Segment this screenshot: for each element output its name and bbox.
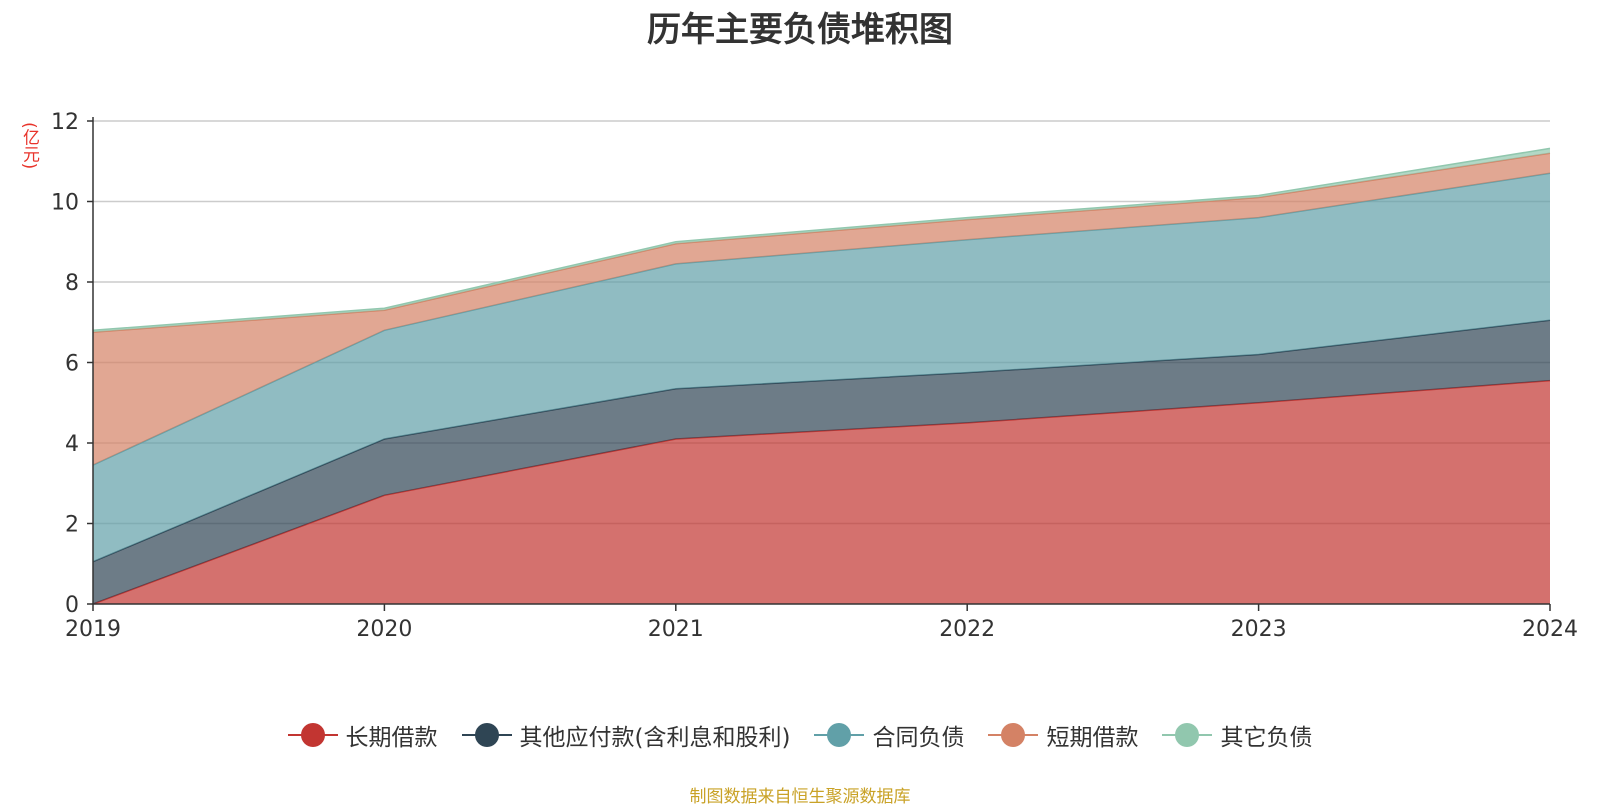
x-tick-label: 2019 bbox=[65, 617, 121, 642]
area-series-1 bbox=[93, 320, 1550, 604]
legend-dot bbox=[1001, 723, 1026, 747]
x-tick-label: 2020 bbox=[356, 617, 412, 642]
series-line-4 bbox=[92, 147, 1551, 332]
legend-label: 长期借款 bbox=[345, 725, 438, 751]
legend-item-2[interactable]: 合同负债 bbox=[814, 718, 964, 752]
legend-item-0[interactable]: 长期借款 bbox=[287, 718, 438, 752]
legend-marker-icon bbox=[988, 723, 1039, 747]
legend-label: 合同负债 bbox=[872, 725, 965, 751]
x-tick-label: 2024 bbox=[1522, 617, 1578, 642]
y-tick-label: 10 bbox=[51, 191, 79, 216]
legend-label: 其它负债 bbox=[1220, 725, 1313, 751]
y-tick-label: 6 bbox=[65, 352, 79, 377]
x-tick-label: 2022 bbox=[939, 617, 995, 642]
y-tick-label: 4 bbox=[65, 432, 79, 457]
y-tick-label: 12 bbox=[51, 110, 79, 135]
legend-marker-icon bbox=[1162, 723, 1213, 747]
y-axis-unit-label: (亿元) bbox=[19, 122, 39, 170]
source-note: 制图数据来自恒生聚源数据库 bbox=[689, 787, 911, 807]
y-tick-label: 8 bbox=[65, 271, 79, 296]
stacked-areas bbox=[92, 147, 1551, 605]
legend-item-3[interactable]: 短期借款 bbox=[988, 718, 1138, 752]
legend-marker-icon bbox=[461, 723, 512, 747]
legend-item-4[interactable]: 其它负债 bbox=[1162, 718, 1312, 752]
area-series-0 bbox=[93, 380, 1550, 604]
legend-dot bbox=[827, 723, 852, 747]
legend-dot bbox=[300, 723, 325, 747]
legend-item-1[interactable]: 其他应付款(含利息和股利) bbox=[461, 718, 791, 752]
legend-label: 其他应付款(含利息和股利) bbox=[519, 725, 791, 751]
legend-dot bbox=[1175, 723, 1200, 747]
x-tick-label: 2023 bbox=[1231, 617, 1287, 642]
area-series-2 bbox=[93, 173, 1550, 562]
chart-plot-area: 0 2 4 6 8 10 12 2019 2020 2021 2022 2023 2024 bbox=[51, 110, 1578, 642]
series-line-0 bbox=[92, 379, 1551, 605]
y-tick-label: 2 bbox=[65, 513, 79, 538]
y-tick-label: 0 bbox=[65, 593, 79, 618]
legend-label: 短期借款 bbox=[1046, 725, 1139, 751]
area-series-3 bbox=[93, 153, 1550, 466]
legend: 长期借款 其他应付款(含利息和股利) 合同负债 短期借款 其它负债 bbox=[0, 718, 1600, 752]
legend-dot bbox=[474, 723, 499, 747]
legend-marker-icon bbox=[814, 723, 865, 747]
x-tick-label: 2021 bbox=[648, 617, 704, 642]
chart-title: 历年主要负债堆积图 bbox=[647, 10, 953, 50]
axes: 0 2 4 6 8 10 12 2019 2020 2021 2022 2023 2024 bbox=[51, 110, 1578, 642]
legend-marker-icon bbox=[287, 723, 338, 747]
